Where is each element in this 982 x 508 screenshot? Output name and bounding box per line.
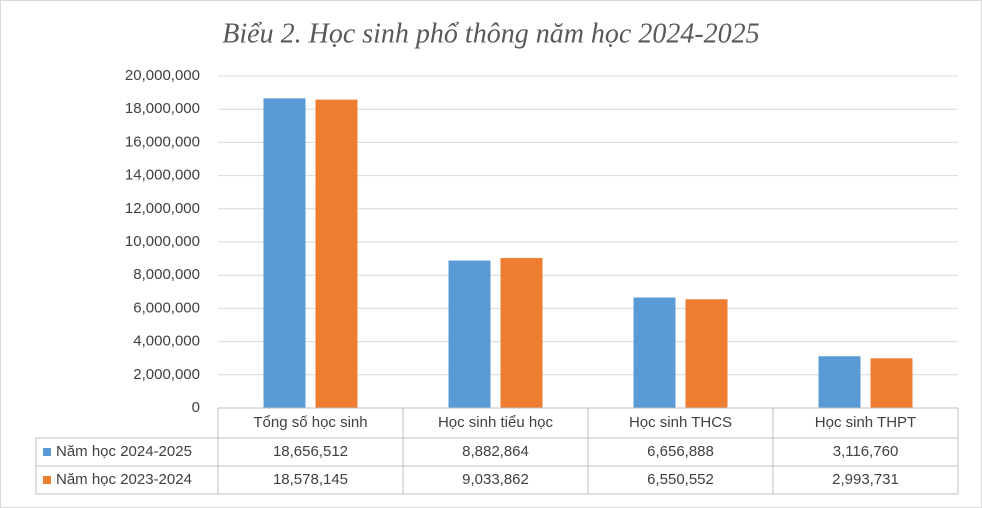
x-tick-label: Học sinh tiểu học: [438, 414, 554, 431]
y-tick-label: 0: [192, 399, 200, 416]
table-value: 9,033,862: [462, 471, 529, 488]
y-tick-label: 16,000,000: [125, 133, 200, 150]
bar: [263, 98, 306, 408]
x-tick-label: Tổng số học sinh: [253, 414, 367, 431]
table-value: 6,656,888: [647, 443, 714, 460]
bar: [500, 258, 543, 408]
bar: [315, 99, 358, 409]
legend-label: Năm học 2023-2024: [56, 471, 192, 488]
bar: [685, 299, 728, 408]
table-value: 6,550,552: [647, 471, 714, 488]
table-value: 3,116,760: [833, 443, 899, 460]
table-value: 18,578,145: [273, 471, 348, 488]
table-value: 8,882,864: [462, 443, 529, 460]
bar: [448, 260, 491, 408]
y-tick-label: 2,000,000: [133, 366, 200, 383]
table-value: 2,993,731: [832, 471, 899, 488]
bar: [633, 297, 676, 408]
legend-swatch: [43, 476, 51, 484]
table-value: 18,656,512: [273, 443, 348, 460]
y-tick-label: 12,000,000: [125, 200, 200, 217]
y-tick-label: 4,000,000: [133, 333, 200, 350]
y-tick-label: 20,000,000: [125, 67, 200, 84]
x-tick-label: Học sinh THCS: [629, 414, 732, 431]
bar: [870, 358, 913, 408]
y-tick-label: 14,000,000: [125, 167, 200, 184]
legend-label: Năm học 2024-2025: [56, 443, 192, 460]
chart-title: Biểu 2. Học sinh phổ thông năm học 2024-…: [222, 18, 759, 49]
y-tick-label: 18,000,000: [125, 100, 200, 117]
bar: [818, 356, 861, 408]
y-tick-label: 10,000,000: [125, 233, 200, 250]
y-tick-label: 6,000,000: [133, 299, 200, 316]
legend-swatch: [43, 448, 51, 456]
x-tick-label: Học sinh THPT: [815, 414, 916, 431]
y-tick-label: 8,000,000: [133, 266, 200, 283]
